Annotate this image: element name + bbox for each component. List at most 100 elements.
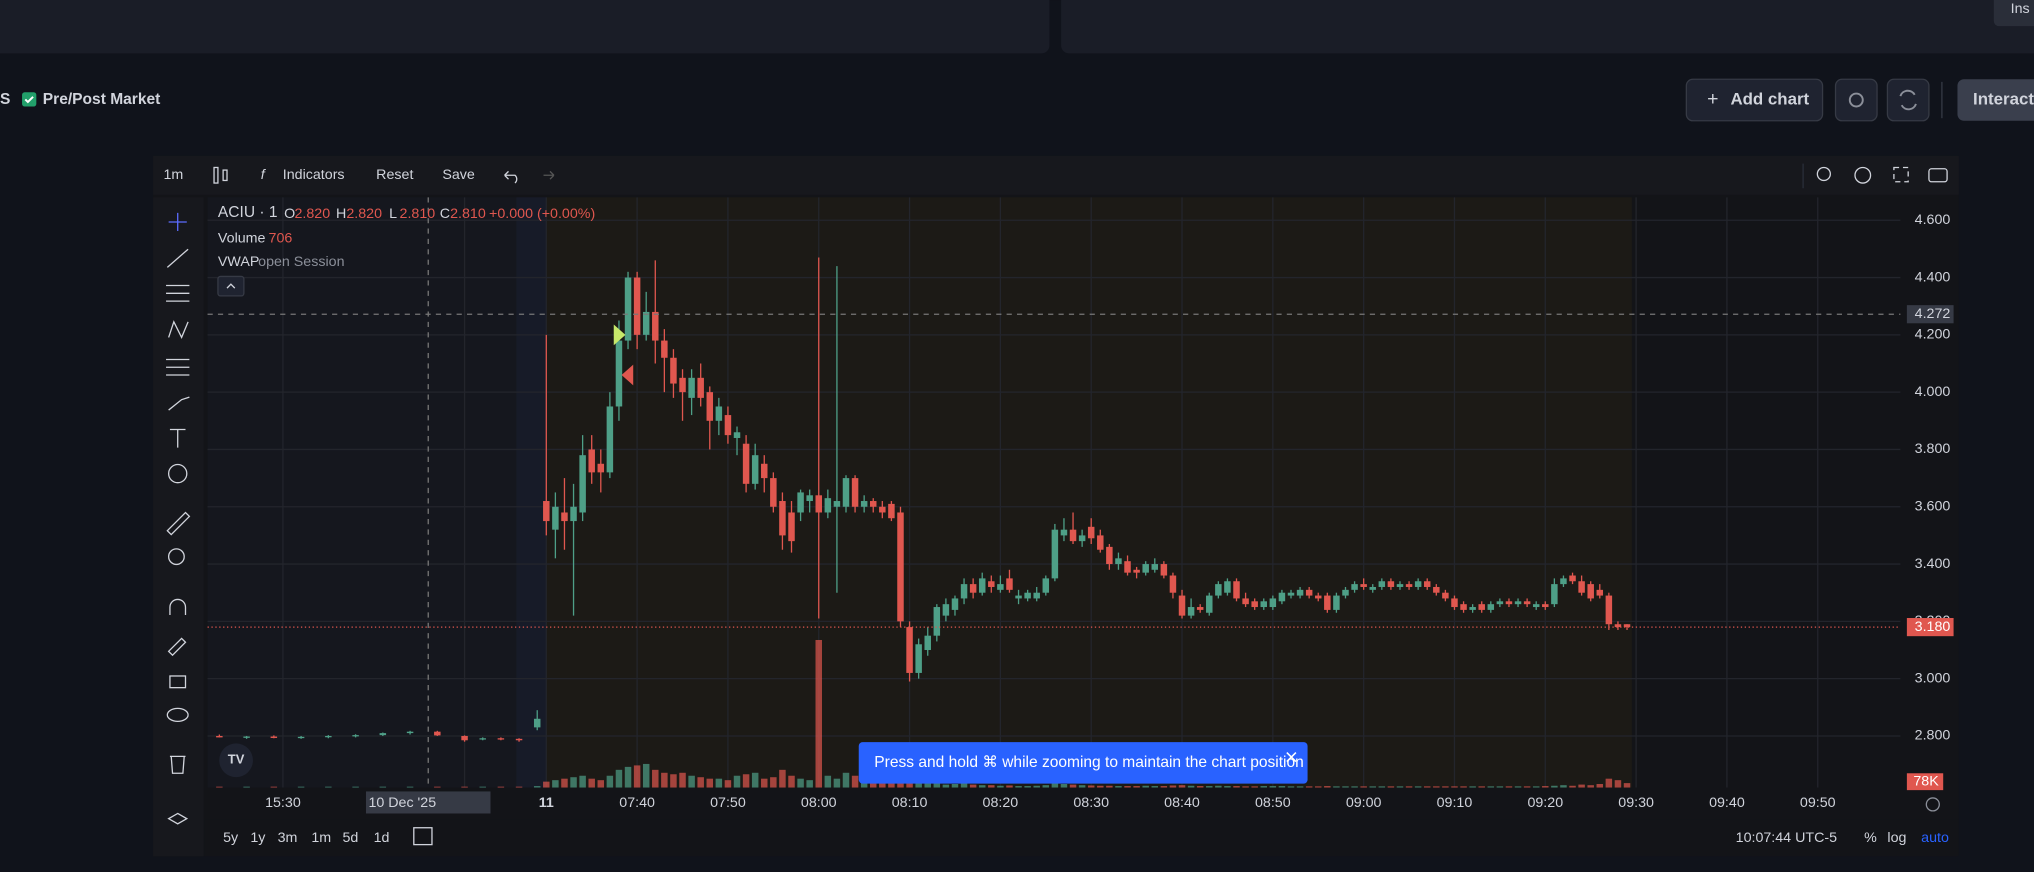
chart-toolbar — [153, 155, 1959, 195]
axis-settings[interactable] — [1925, 797, 1940, 812]
x-tick-label: 11 — [539, 795, 554, 811]
indicators-button[interactable]: Indicators — [283, 167, 345, 183]
text-tool[interactable] — [169, 428, 186, 448]
hide-tool[interactable] — [166, 707, 189, 723]
redo-icon[interactable] — [543, 170, 555, 180]
emoji-tool[interactable] — [167, 463, 188, 484]
volume-bar — [1278, 786, 1286, 788]
lock-draw-tool[interactable] — [167, 637, 187, 657]
candle-body — [1106, 546, 1113, 565]
candle-body — [1251, 601, 1258, 608]
magnet-tool[interactable] — [169, 598, 187, 616]
candle-body — [1451, 598, 1458, 608]
volume-bar — [270, 786, 278, 788]
plot — [207, 197, 1901, 788]
candle-body — [1596, 589, 1604, 596]
candle-body — [497, 738, 505, 740]
range-button[interactable]: 1d — [374, 830, 390, 846]
volume-bar — [1560, 785, 1567, 788]
volume-bar — [434, 786, 441, 788]
zoom-tool[interactable] — [167, 548, 185, 566]
volume-bar — [1496, 786, 1504, 788]
volume-bar — [670, 774, 677, 788]
fullscreen-icon[interactable] — [1893, 166, 1909, 183]
volume-bar — [406, 786, 414, 788]
candle-body — [1269, 598, 1277, 608]
interval[interactable]: 1m — [163, 167, 183, 183]
candle-body — [642, 311, 650, 335]
volume-bar — [1051, 783, 1059, 788]
candle-body — [379, 733, 387, 736]
volume-bar — [1187, 785, 1195, 788]
volume-bar — [1405, 786, 1413, 788]
legend-c-value: 2.810 — [450, 206, 486, 222]
volume-label: 78K — [1913, 773, 1939, 789]
trash-tool[interactable] — [169, 755, 186, 774]
candle-body — [1315, 595, 1322, 599]
candle-body — [1196, 607, 1204, 610]
undo-icon[interactable] — [504, 170, 518, 184]
candle-body — [1069, 529, 1077, 542]
candle-body — [406, 731, 414, 734]
layers-tool[interactable] — [167, 812, 189, 825]
settings-icon[interactable] — [1854, 166, 1872, 184]
y-tick-label: 4.200 — [1915, 327, 1951, 343]
add-chart-button[interactable] — [1685, 78, 1824, 122]
crosshair-tool[interactable] — [168, 212, 187, 232]
volume-bar — [661, 772, 668, 788]
ruler-tool[interactable] — [166, 511, 191, 536]
reset-button[interactable]: Reset — [376, 167, 413, 183]
candle-body — [1614, 624, 1622, 628]
candle-body — [1024, 592, 1031, 599]
fib-tool[interactable] — [166, 284, 190, 302]
volume-bar — [933, 783, 941, 788]
percent-toggle[interactable]: % — [1864, 830, 1877, 846]
legend-l-value: 2.810 — [400, 206, 436, 222]
candle-icon[interactable] — [213, 166, 219, 184]
range-button[interactable]: 3m — [278, 830, 298, 846]
legend-o: O — [284, 206, 295, 222]
range-button[interactable]: 5d — [342, 830, 358, 846]
candle-body — [733, 432, 741, 438]
volume-bar — [688, 775, 695, 788]
y-tick-label: 3.400 — [1915, 556, 1951, 572]
range-button[interactable]: 5y — [223, 830, 239, 846]
candle-body — [1405, 584, 1413, 587]
refresh-button[interactable] — [1886, 78, 1930, 122]
log-toggle[interactable]: log — [1887, 830, 1906, 846]
candle-body — [806, 495, 813, 502]
crosshair-y-box — [1906, 305, 1954, 324]
settings-button[interactable] — [1834, 78, 1878, 122]
save-button[interactable]: Save — [442, 167, 475, 183]
volume-bar — [851, 775, 859, 788]
camera-icon[interactable] — [1928, 168, 1948, 183]
collapse-button[interactable] — [217, 275, 245, 297]
candle-body — [670, 357, 677, 384]
crosshair-x-label: 10 Dec '25 — [368, 795, 436, 811]
volume-bar — [1269, 786, 1277, 788]
brush-tool[interactable] — [168, 396, 190, 411]
logo[interactable] — [219, 743, 253, 778]
volume-bar — [1242, 786, 1249, 788]
lock-tool[interactable] — [169, 675, 187, 689]
trade-marker — [613, 324, 626, 346]
volume-bar — [1587, 785, 1594, 788]
search-icon[interactable] — [1816, 166, 1831, 182]
volume-bar — [1206, 786, 1213, 788]
line-tool[interactable] — [166, 248, 189, 268]
legend-c: C — [440, 206, 450, 222]
range-button[interactable]: 1y — [250, 830, 266, 846]
volume-bar — [697, 777, 704, 788]
toast-close[interactable] — [1286, 751, 1297, 763]
interact-button[interactable] — [1957, 79, 2034, 121]
calendar-icon[interactable] — [413, 827, 433, 846]
inspect-button[interactable] — [1993, 0, 2034, 27]
range-button[interactable]: 1m — [311, 830, 331, 846]
volume-bar — [1042, 785, 1050, 788]
projection-tool[interactable] — [166, 358, 190, 376]
pattern-tool[interactable] — [168, 320, 189, 339]
candle-body — [1369, 586, 1376, 590]
candle-body — [770, 478, 777, 507]
candle-body — [1578, 581, 1585, 593]
auto-toggle[interactable]: auto — [1921, 830, 1949, 846]
